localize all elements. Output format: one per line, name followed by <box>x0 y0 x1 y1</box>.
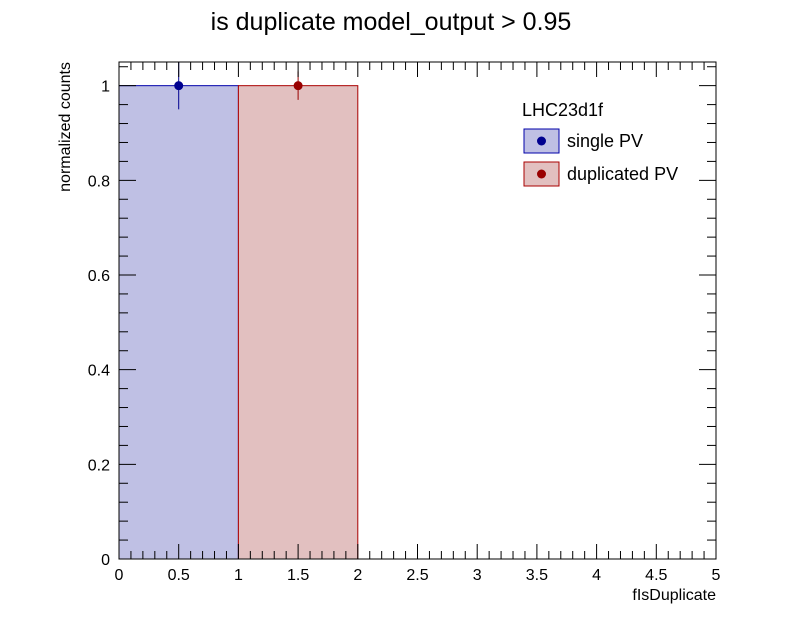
legend-label-0: single PV <box>567 131 643 151</box>
x-tick-label: 1.5 <box>287 567 309 584</box>
legend: LHC23d1f single PV duplicated PV <box>522 100 678 187</box>
y-tick-label: 0.2 <box>88 457 110 474</box>
bars-layer <box>118 85 359 560</box>
legend-label-1: duplicated PV <box>567 164 678 184</box>
x-tick-label: 1 <box>234 567 243 584</box>
ticks-layer: 0 0.5 1 1.5 2 2.5 3 3.5 4 4.5 5 0 0.2 0.4 0.6 0.8 1 <box>88 62 721 584</box>
x-tick-label: 0 <box>115 567 124 584</box>
y-tick-label: 0.4 <box>88 363 110 380</box>
legend-marker-0 <box>537 136 546 146</box>
x-tick-label: 3 <box>473 567 482 584</box>
y-tick-label: 1 <box>101 79 110 96</box>
x-tick-label: 4.5 <box>645 567 667 584</box>
x-tick-label: 0.5 <box>168 567 190 584</box>
x-axis-label: fIsDuplicate <box>632 587 716 604</box>
markers-layer <box>174 62 303 110</box>
y-tick-label: 0.8 <box>88 173 110 190</box>
chart-title: is duplicate model_output > 0.95 <box>211 8 572 36</box>
legend-marker-1 <box>537 169 546 179</box>
y-axis-label: normalized counts <box>57 62 74 192</box>
x-tick-label: 2.5 <box>406 567 428 584</box>
data-point-0-0 <box>174 81 184 91</box>
bar-1-0 <box>237 85 359 560</box>
x-tick-label: 2 <box>353 567 362 584</box>
bar-0-0 <box>118 85 239 560</box>
x-tick-label: 5 <box>712 567 721 584</box>
legend-title: LHC23d1f <box>522 100 604 120</box>
x-tick-label: 3.5 <box>526 567 548 584</box>
data-point-1-0 <box>293 81 303 91</box>
y-tick-label: 0.6 <box>88 268 110 285</box>
y-tick-label: 0 <box>101 552 110 569</box>
x-tick-label: 4 <box>592 567 601 584</box>
